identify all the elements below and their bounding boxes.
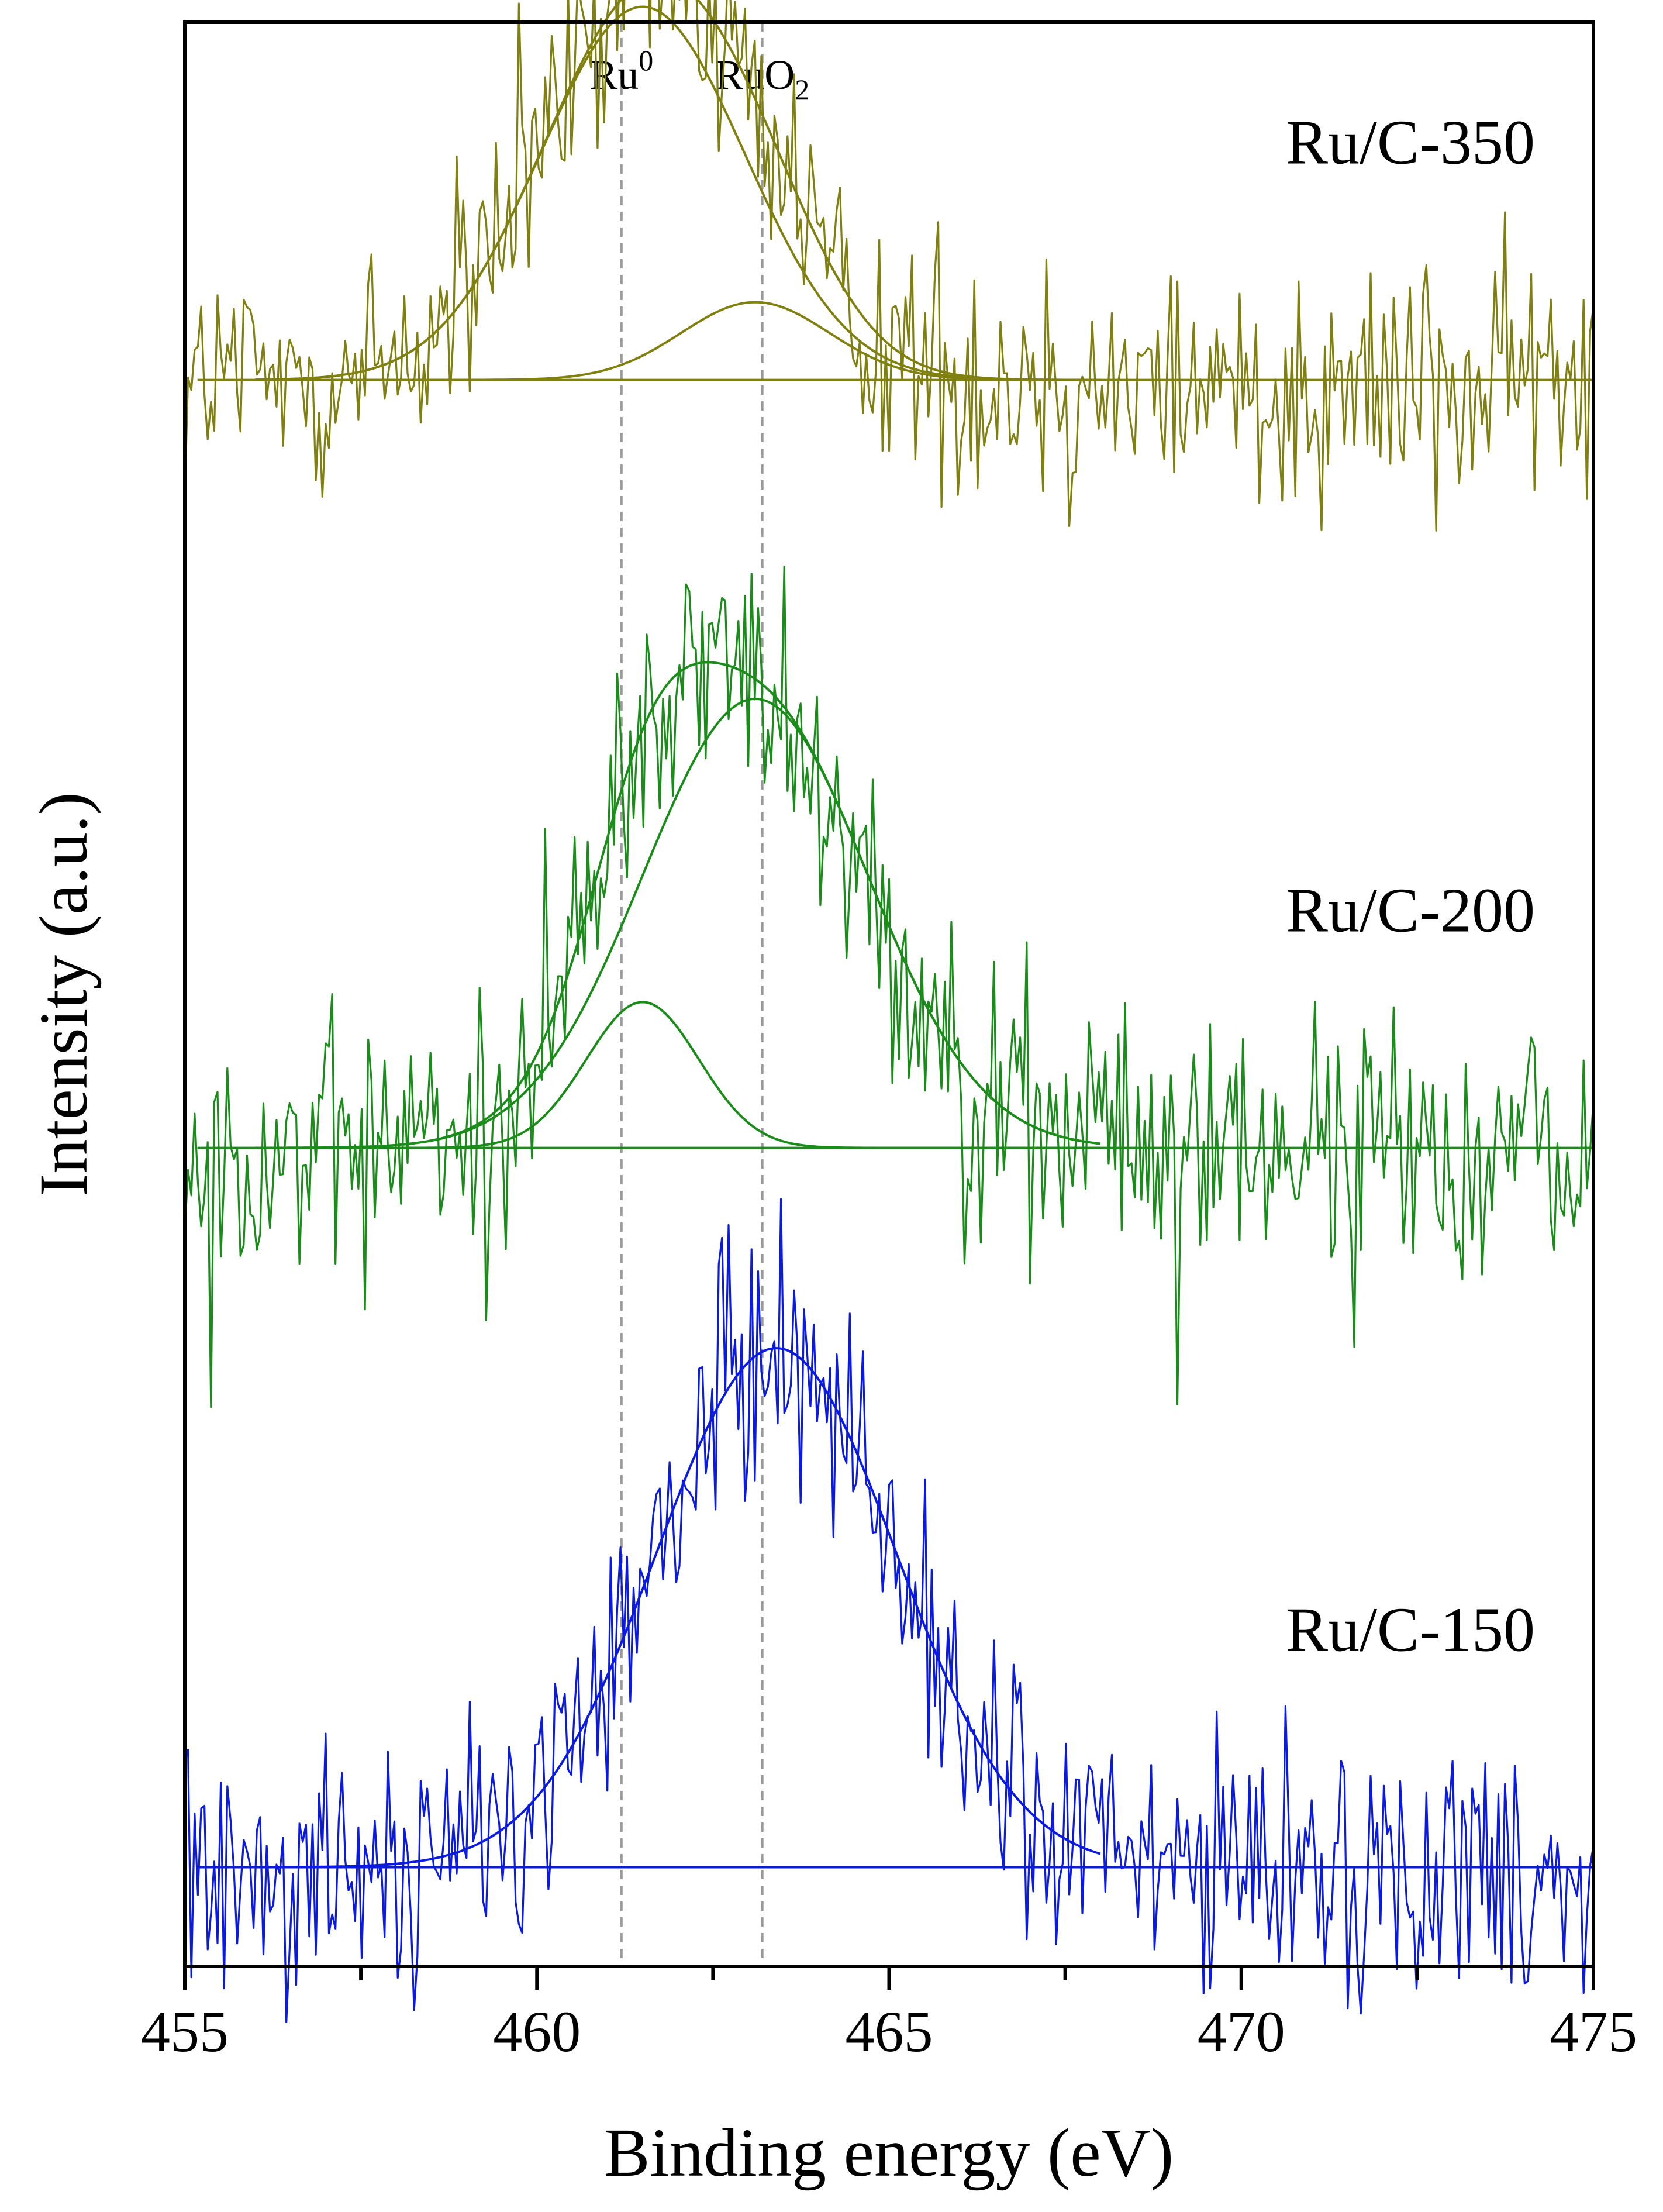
fit-component-curve [255,1346,1101,1869]
x-tick-label: 455 [141,1999,229,2064]
fit-envelope-curve [255,661,1101,1149]
raw-spectrum-line [184,0,1595,532]
x-tick-label: 470 [1198,1999,1285,2064]
x-tick-label: 465 [846,1999,933,2064]
sample-label: Ru/C-200 [1286,876,1535,946]
x-tick-label: 460 [493,1999,581,2064]
x-axis-title: Binding energy (eV) [604,2114,1174,2191]
series-ru-c-150: Ru/C-150 [184,1198,1595,2023]
fit-envelope-curve [255,0,1100,381]
fit-component-curve [255,301,1100,381]
x-tick-label: 475 [1550,1999,1637,2064]
raw-spectrum-line [184,1198,1595,2023]
series-layer: Ru/C-350 Ru/C-200 Ru/C-150 [184,0,1595,2023]
sample-label: Ru/C-150 [1286,1595,1535,1665]
sample-label: Ru/C-350 [1286,108,1535,178]
series-ru-c-350: Ru/C-350 [184,0,1595,532]
raw-spectrum-line [184,565,1595,1408]
series-ru-c-200: Ru/C-200 [184,565,1595,1408]
fit-component-curve [255,1001,1100,1149]
reference-label-ru0: Ru0 [589,44,653,98]
y-axis-title: Intensity (a.u.) [25,792,102,1196]
x-axis-ticks: 455 460 465 470 475 [141,1966,1637,2064]
